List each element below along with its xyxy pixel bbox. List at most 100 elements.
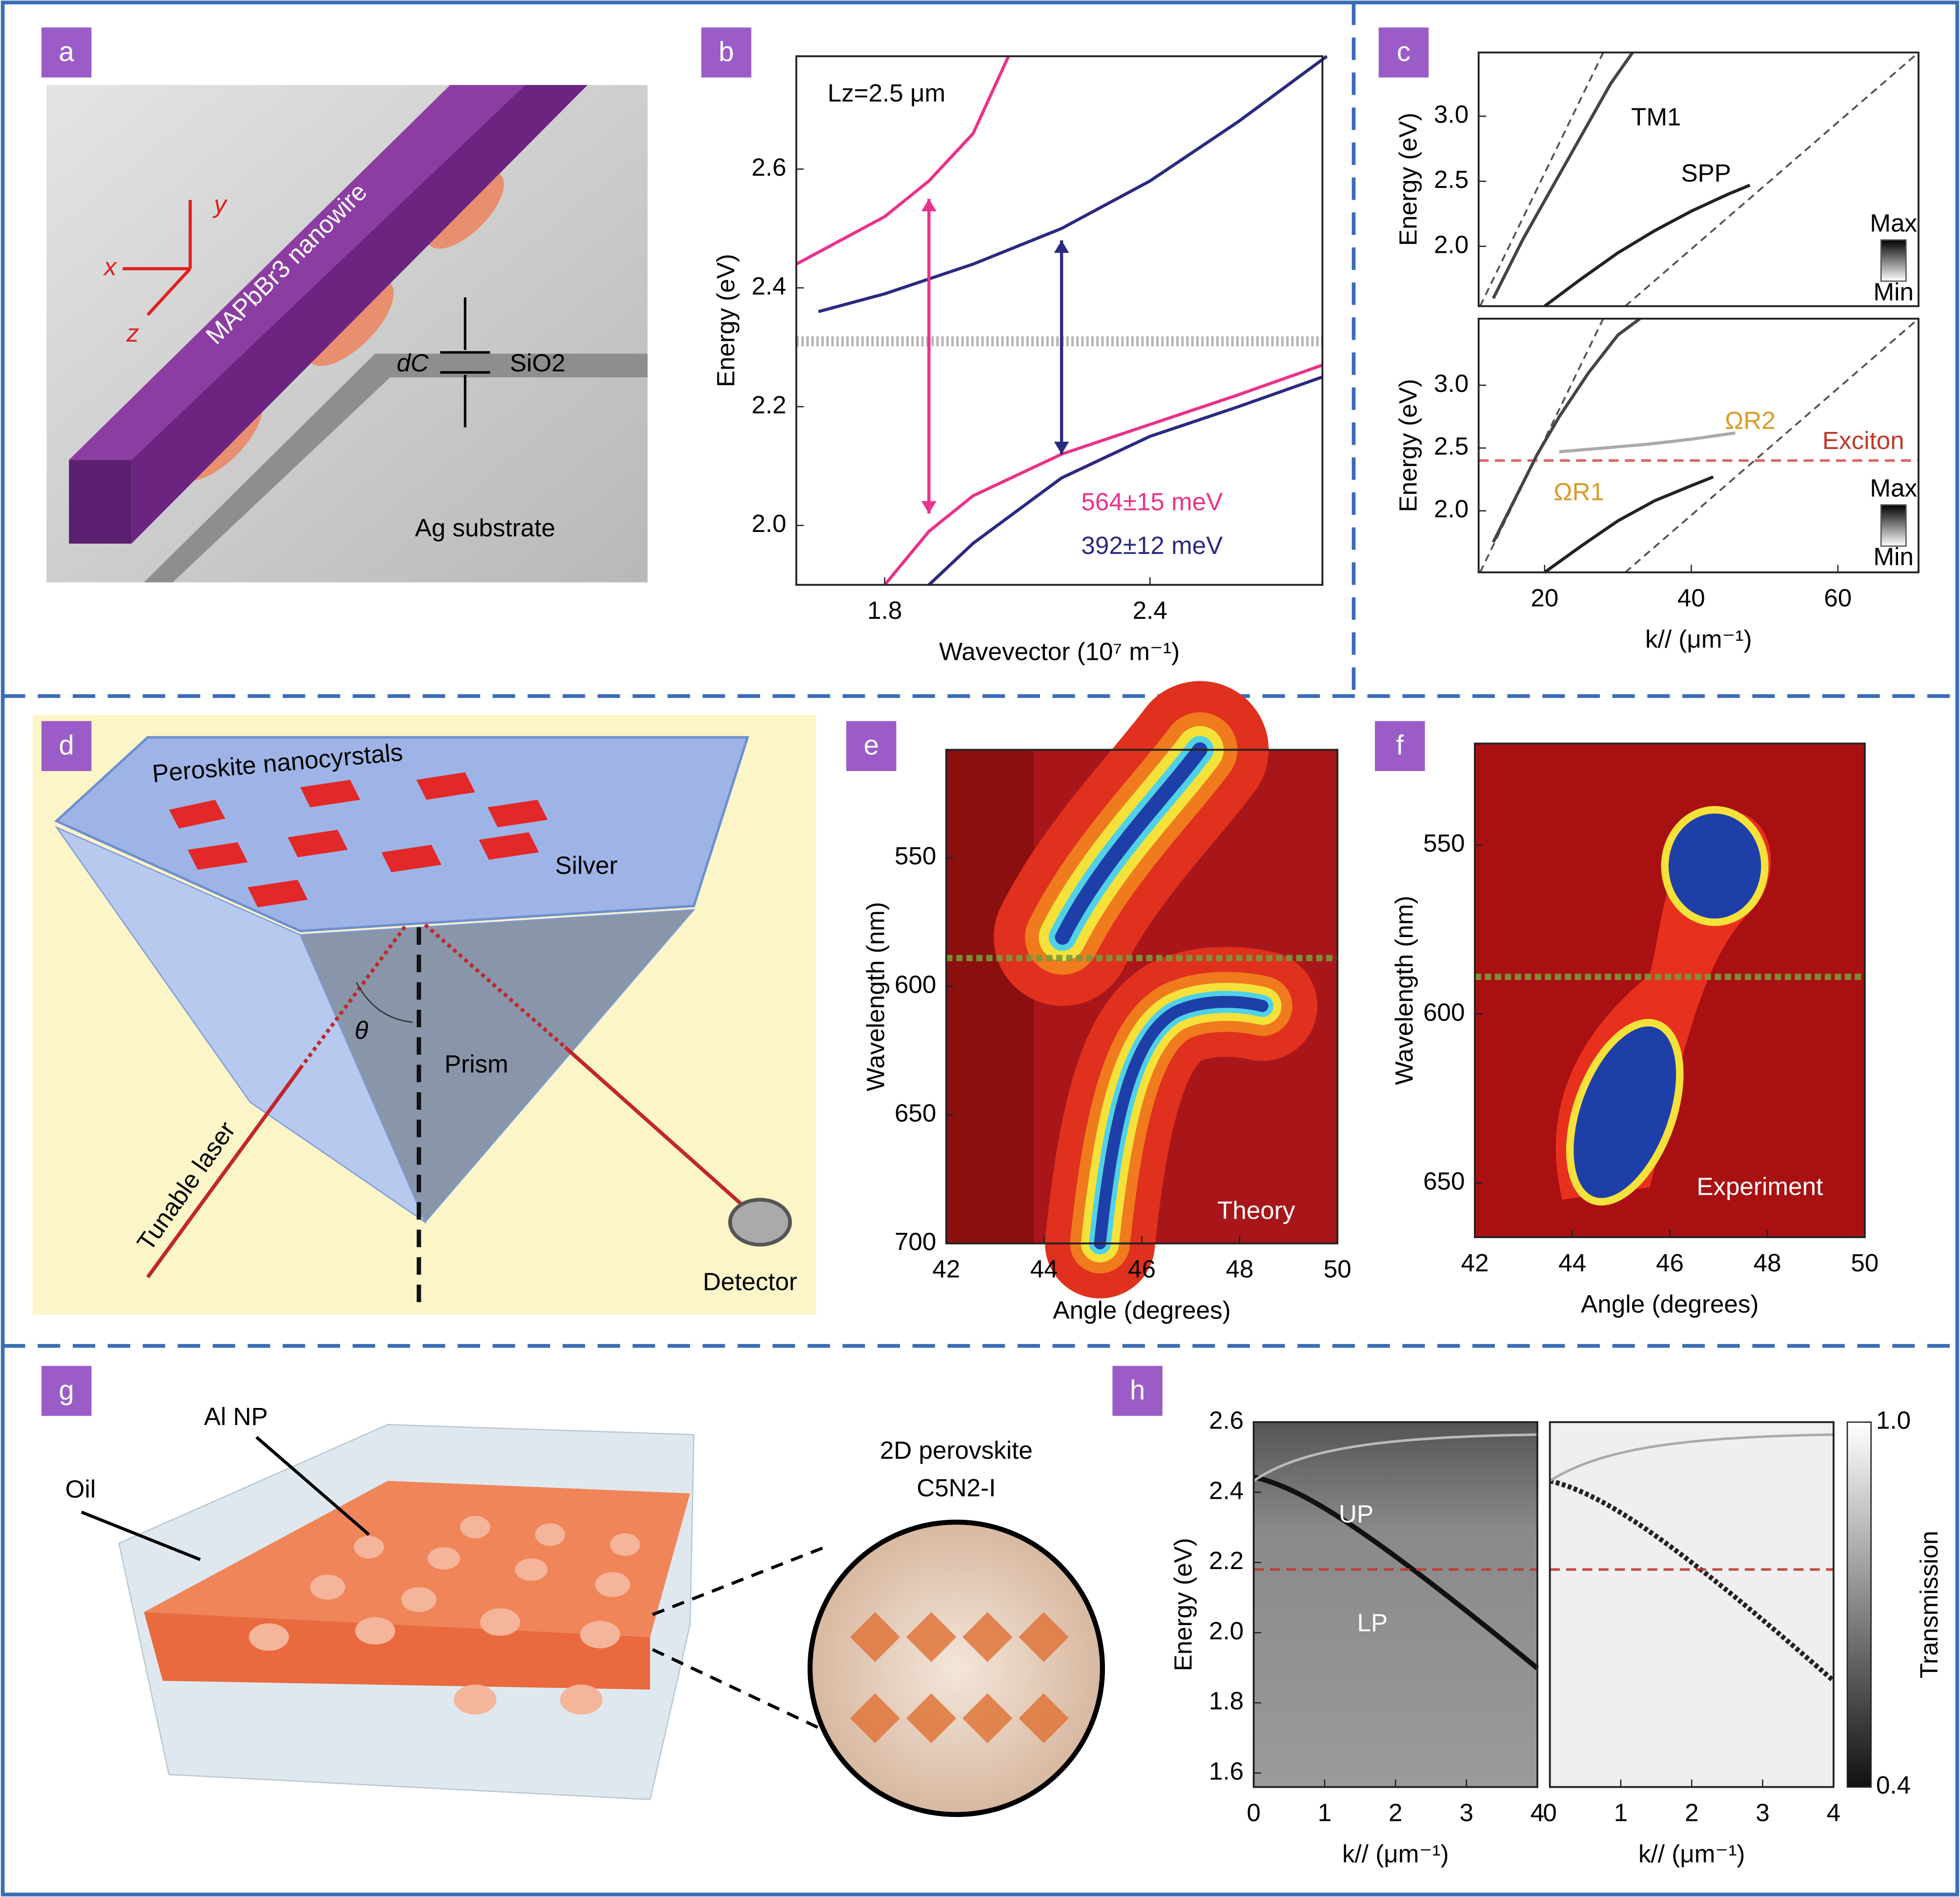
x-tick-label: 2 (1685, 1799, 1698, 1827)
annotation: Max (1870, 209, 1917, 237)
y-tick-label: 2.5 (1434, 432, 1469, 460)
y-axis-label: Wavelength (nm) (862, 902, 890, 1091)
arrow-head (921, 501, 937, 514)
colorbar-label: Transmission (1915, 1531, 1943, 1679)
x-tick-label: 0 (1543, 1799, 1556, 1827)
y-tick-label: 650 (1423, 1167, 1465, 1195)
series-line (1544, 475, 1714, 574)
plot-bg (1478, 52, 1919, 306)
panel-label: c (1397, 36, 1410, 67)
y-tick-label: 700 (895, 1227, 936, 1255)
y-tick-label: 2.2 (1209, 1547, 1244, 1574)
laser-beam (146, 1067, 302, 1279)
annotation: ΩR1 (1553, 478, 1604, 506)
series-line (1624, 52, 1919, 307)
np-label: Al NP (204, 1403, 268, 1430)
series-line (1491, 51, 1634, 299)
zoom-line (652, 1546, 826, 1616)
panel-label-box (701, 27, 752, 78)
minmax-bar (1880, 504, 1907, 547)
annotation: Theory (1217, 1196, 1295, 1224)
y-tick-label: 600 (895, 971, 936, 999)
y-tick-label: 3.0 (1434, 101, 1469, 128)
panel-label-box (41, 27, 92, 78)
annotation: Lz=2.5 μm (828, 79, 946, 107)
oil-label: Oil (65, 1475, 96, 1503)
annotation: UP (1339, 1500, 1373, 1528)
panel-d: Peroskite nanocyrstals Silver θ Prism Tu… (33, 714, 817, 1315)
nanoparticles (249, 1516, 640, 1715)
pointer (255, 1436, 370, 1536)
series-line (1543, 184, 1751, 307)
y-tick-label: 2.4 (752, 272, 786, 300)
y-tick-label: 1.8 (1209, 1687, 1244, 1715)
x-axis-label: Angle (degrees) (1053, 1296, 1230, 1324)
panel-g: Al NP Oil 2D perovskite C5N2-I (65, 1403, 1105, 1817)
colorbar-tick-label: 0.4 (1876, 1771, 1911, 1799)
x-tick-label: 50 (1851, 1249, 1878, 1277)
panel-label-box (1378, 27, 1429, 78)
y-tick-label: 2.4 (1209, 1476, 1244, 1504)
heatmap-band (1253, 1474, 1539, 1671)
y-tick-label: 2.6 (752, 153, 786, 181)
gap-symbol (440, 297, 490, 428)
panel-label: a (59, 36, 75, 67)
x-tick-label: 2.4 (1133, 596, 1167, 624)
nanocrystals (169, 772, 548, 907)
annotation: 392±12 meV (1081, 531, 1223, 559)
nanowire-top (69, 85, 525, 460)
y-tick-label: 2.2 (752, 391, 786, 419)
material-label: C5N2-I (917, 1474, 996, 1502)
heatmap-band (1549, 1433, 1834, 1482)
series-line (1624, 318, 1919, 573)
panel-label: e (864, 730, 879, 760)
annotation: Min (1874, 543, 1914, 571)
panel-label-box (41, 1366, 92, 1416)
x-axis-label: k// (μm⁻¹) (1645, 625, 1752, 653)
axis-z: z (126, 319, 139, 347)
plot-frame (1477, 51, 1919, 307)
pointer (81, 1510, 201, 1561)
arrow-head (1054, 240, 1069, 253)
arrow-head (921, 199, 937, 211)
nanowire-side (131, 85, 588, 544)
arrow-head (1054, 442, 1069, 454)
heatmap-bg (1550, 1422, 1834, 1787)
annotation: LP (1357, 1609, 1388, 1636)
colorbar (1846, 1421, 1872, 1788)
x-tick-label: 3 (1756, 1799, 1769, 1827)
zoom-line (652, 1648, 826, 1733)
heatmap-band (1055, 742, 1208, 945)
axis-y: y (212, 190, 228, 218)
series-line (1491, 317, 1641, 543)
panel-label-box (41, 721, 92, 771)
panel-label-box (1112, 1366, 1163, 1416)
heatmap-band (1094, 996, 1268, 1250)
y-tick-label: 550 (895, 842, 936, 870)
panel-label: h (1130, 1374, 1145, 1405)
slab-top (143, 1481, 690, 1637)
glow (426, 171, 504, 249)
y-axis-label: Energy (eV) (712, 254, 739, 387)
prism-face (299, 909, 695, 1224)
spacer-label: SiO2 (510, 349, 566, 377)
y-tick-label: 550 (1423, 829, 1465, 857)
angle-arc (356, 982, 413, 1023)
x-tick-label: 40 (1677, 584, 1705, 612)
y-tick-label: 2.0 (752, 510, 786, 537)
nanowire-end (69, 460, 132, 544)
x-tick-label: 20 (1531, 584, 1558, 612)
y-tick-label: 600 (1423, 998, 1465, 1026)
heatmap-band (1549, 1478, 1836, 1683)
series-line (818, 55, 1328, 313)
y-tick-label: 2.0 (1209, 1617, 1244, 1645)
annotation: Exciton (1822, 427, 1904, 454)
heatmap-blob (1566, 1019, 1684, 1206)
x-tick-label: 46 (1128, 1255, 1156, 1283)
x-tick-label: 44 (1030, 1255, 1058, 1283)
panel-label: b (719, 36, 734, 67)
x-tick-label: 50 (1324, 1255, 1351, 1283)
silver-label: Silver (555, 852, 617, 879)
colorbar-tick-label: 1.0 (1876, 1407, 1911, 1434)
